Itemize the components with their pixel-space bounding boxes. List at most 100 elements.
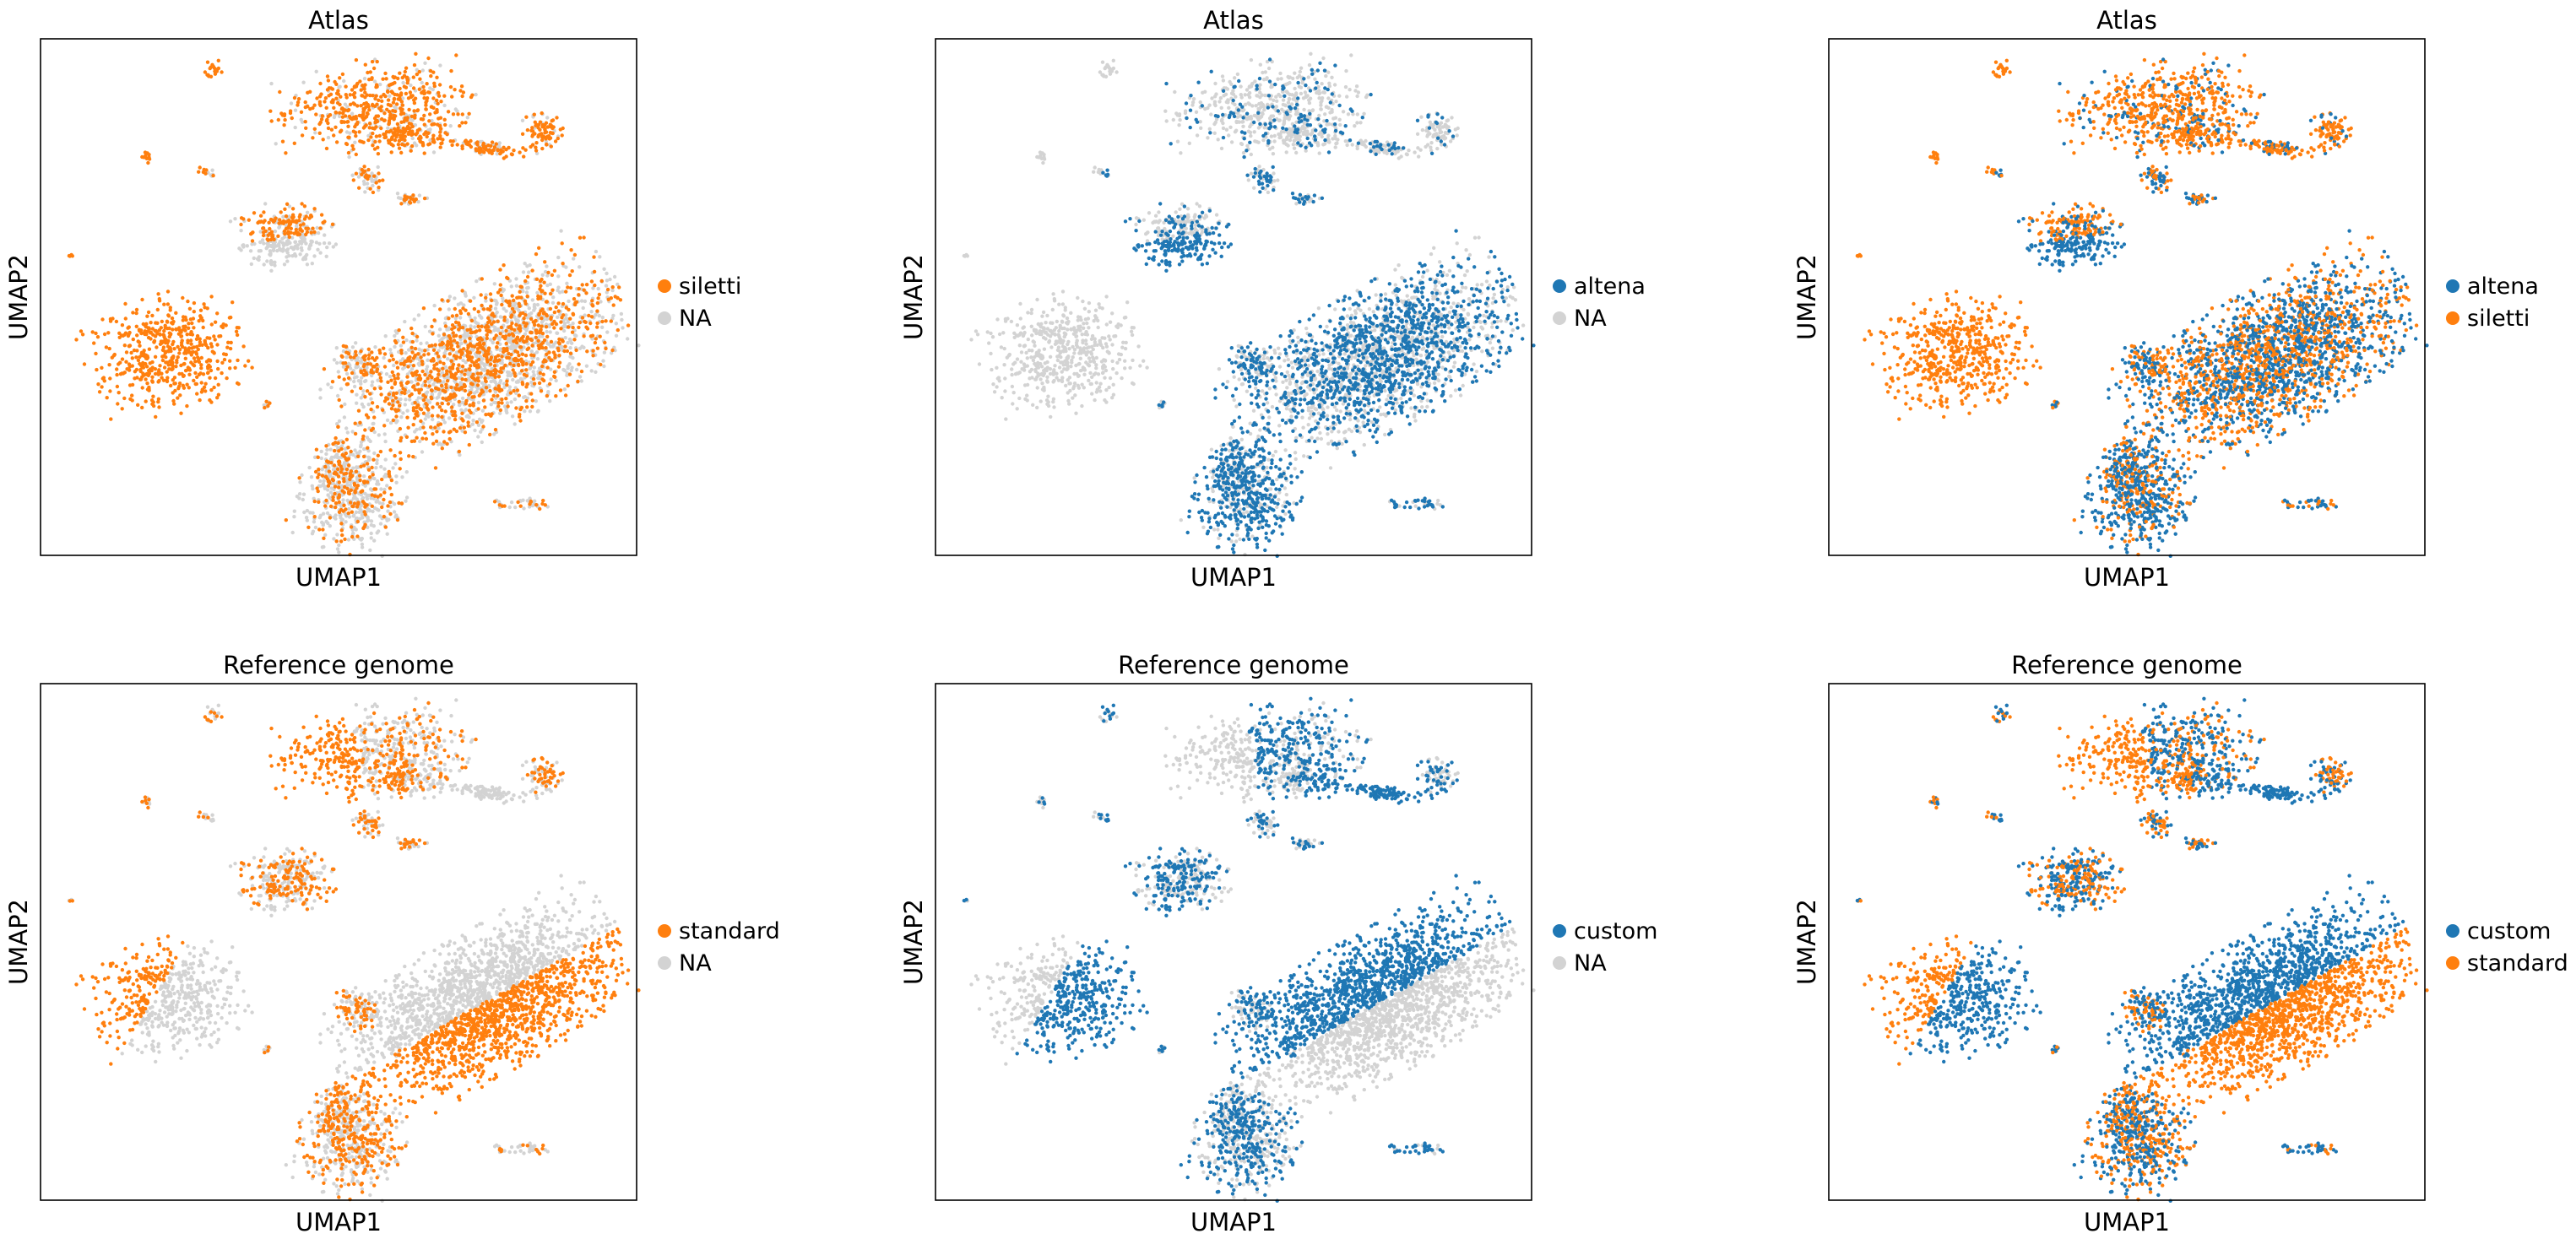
scatter-point xyxy=(554,322,558,327)
scatter-point xyxy=(399,351,404,355)
scatter-point xyxy=(597,292,602,297)
scatter-point xyxy=(571,325,575,330)
scatter-point xyxy=(440,401,444,406)
scatter-point xyxy=(304,232,308,236)
scatter-point xyxy=(95,367,99,372)
scatter-point xyxy=(411,356,416,360)
scatter-point xyxy=(356,454,361,458)
scatter-point xyxy=(1329,439,1334,443)
scatter-point xyxy=(594,249,599,254)
scatter-point xyxy=(459,408,464,412)
scatter-point xyxy=(158,333,162,337)
scatter-point xyxy=(404,85,409,89)
scatter-point xyxy=(150,313,155,318)
scatter-point xyxy=(200,343,204,347)
scatter-point xyxy=(391,357,395,362)
scatter-point xyxy=(447,416,452,420)
scatter-point xyxy=(425,134,429,139)
scatter-point xyxy=(382,111,387,116)
scatter-point xyxy=(523,279,528,284)
scatter-point xyxy=(419,355,423,360)
scatter-point xyxy=(212,351,216,355)
scatter-point xyxy=(503,334,508,338)
scatter-point xyxy=(589,369,594,373)
scatter-point xyxy=(481,307,486,311)
scatter-point xyxy=(346,538,351,542)
scatter-point xyxy=(404,495,409,500)
scatter-point xyxy=(535,357,540,361)
scatter-point xyxy=(339,404,344,408)
scatter-point xyxy=(301,80,306,84)
scatter-point xyxy=(488,292,493,296)
scatter-point xyxy=(332,463,337,468)
scatter-point xyxy=(465,116,469,120)
scatter-point xyxy=(403,391,407,396)
scatter-point xyxy=(377,139,382,143)
scatter-point xyxy=(252,211,257,215)
scatter-point xyxy=(440,337,444,341)
scatter-point xyxy=(365,389,370,393)
scatter-point xyxy=(353,140,357,144)
scatter-point xyxy=(550,119,554,123)
scatter-point xyxy=(367,475,372,479)
scatter-point xyxy=(444,386,448,390)
scatter-point xyxy=(297,492,302,496)
scatter-point xyxy=(339,528,344,533)
scatter-point xyxy=(366,457,371,463)
scatter-point xyxy=(561,289,565,294)
scatter-point xyxy=(371,524,376,528)
scatter-point xyxy=(286,231,290,236)
scatter-point xyxy=(522,317,526,321)
scatter-point xyxy=(526,346,531,350)
scatter-point xyxy=(146,310,151,315)
scatter-point xyxy=(523,301,528,306)
scatter-point xyxy=(328,480,332,485)
scatter-point xyxy=(309,214,314,219)
scatter-point xyxy=(336,425,340,429)
scatter-point xyxy=(505,382,509,387)
scatter-point xyxy=(393,338,398,344)
scatter-point xyxy=(382,490,387,495)
scatter-point xyxy=(393,376,397,381)
scatter-point xyxy=(154,321,158,325)
scatter-point xyxy=(377,179,382,183)
scatter-point xyxy=(396,143,401,147)
scatter-point xyxy=(182,373,186,378)
scatter-point xyxy=(399,457,403,462)
scatter-point xyxy=(134,367,139,372)
scatter-point xyxy=(186,299,190,304)
scatter-point xyxy=(472,395,476,399)
scatter-point xyxy=(331,98,335,102)
scatter-point xyxy=(101,376,106,380)
scatter-point xyxy=(303,100,307,105)
scatter-point xyxy=(602,364,606,369)
scatter-point xyxy=(364,114,369,119)
scatter-point xyxy=(363,522,367,527)
scatter-point xyxy=(546,342,551,346)
scatter-point xyxy=(606,297,610,301)
scatter-point xyxy=(436,423,441,427)
scatter-point xyxy=(215,359,220,364)
scatter-point xyxy=(357,130,361,134)
scatter-point xyxy=(263,202,268,206)
scatter-point xyxy=(440,446,444,451)
scatter-point xyxy=(555,331,560,335)
scatter-point xyxy=(524,362,529,366)
scatter-point xyxy=(331,495,335,500)
scatter-point xyxy=(418,139,422,143)
scatter-point xyxy=(416,313,421,317)
scatter-point xyxy=(198,398,202,403)
scatter-point xyxy=(339,507,344,512)
scatter-point xyxy=(94,351,98,356)
scatter-point xyxy=(404,127,409,131)
scatter-point xyxy=(440,414,444,419)
scatter-point xyxy=(450,95,454,99)
scatter-point xyxy=(280,139,285,143)
scatter-point xyxy=(172,376,177,380)
scatter-point xyxy=(340,489,344,493)
scatter-point xyxy=(420,143,426,148)
scatter-point xyxy=(464,138,468,143)
scatter-point xyxy=(535,302,540,307)
scatter-point xyxy=(411,423,415,427)
scatter-point xyxy=(537,381,542,386)
